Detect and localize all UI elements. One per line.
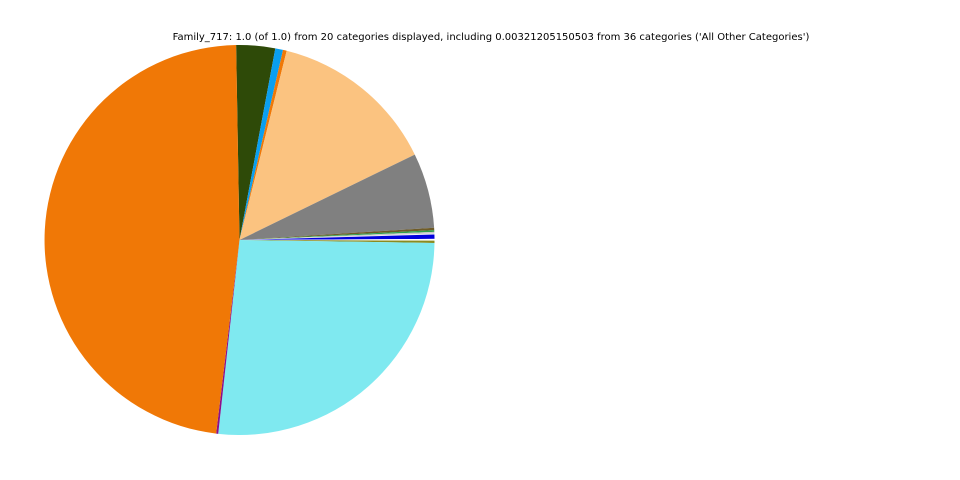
pie-segment-dark-green-wedge [236, 45, 276, 240]
pie-segment-azure-blue-sliver [239, 48, 284, 240]
pie-segment-white-sliver [239, 238, 435, 241]
pie-segment-peach-wedge [239, 50, 415, 240]
pie-segment-cyan-wedge [218, 240, 435, 435]
pie-segment-green-sliver [239, 230, 435, 240]
pie-segment-olive-sliver [239, 240, 435, 243]
pie-segment-orange-sliver [239, 49, 287, 240]
chart-title: Family_717: 1.0 (of 1.0) from 20 categor… [172, 32, 810, 43]
pie-segment-gray-wedge [239, 154, 435, 240]
pie-segment-silver-sliver [239, 231, 435, 240]
pie-segment-orange-wedge [44, 45, 240, 434]
pie-segment-off-white-sliver [239, 233, 435, 240]
pie-segment-olive-brown-sliver [239, 227, 435, 240]
pie-segment-purple-sliver [216, 240, 240, 434]
pie-segment-blue-sliver [239, 234, 435, 240]
